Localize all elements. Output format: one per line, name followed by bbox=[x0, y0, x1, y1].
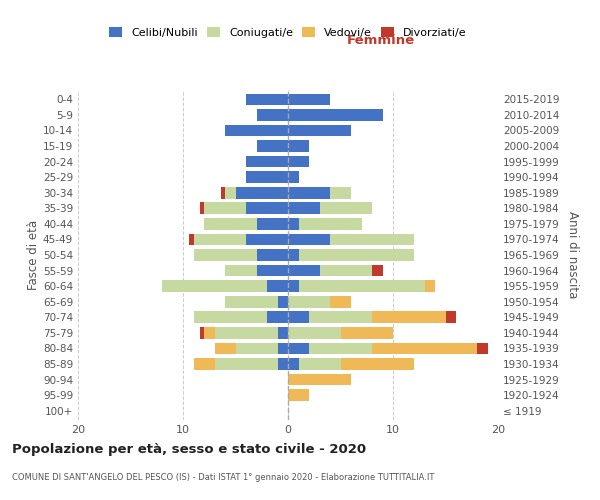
Bar bbox=[193, 249, 257, 261]
Bar bbox=[445, 312, 456, 323]
Bar bbox=[309, 342, 372, 354]
Y-axis label: Anni di nascita: Anni di nascita bbox=[566, 212, 579, 298]
Bar bbox=[341, 358, 414, 370]
Bar bbox=[193, 312, 267, 323]
Bar bbox=[193, 358, 215, 370]
Bar bbox=[425, 280, 435, 292]
Bar bbox=[288, 280, 299, 292]
Bar bbox=[309, 312, 372, 323]
Bar bbox=[330, 234, 414, 245]
Bar bbox=[235, 342, 277, 354]
Bar bbox=[288, 390, 309, 401]
Bar bbox=[267, 280, 288, 292]
Bar bbox=[288, 374, 351, 386]
Bar bbox=[299, 249, 414, 261]
Bar bbox=[299, 218, 361, 230]
Bar bbox=[204, 327, 215, 338]
Bar bbox=[288, 249, 299, 261]
Bar bbox=[288, 327, 341, 338]
Bar bbox=[288, 124, 351, 136]
Bar bbox=[288, 342, 309, 354]
Bar bbox=[288, 140, 309, 152]
Bar bbox=[288, 358, 299, 370]
Legend: Celibi/Nubili, Coniugati/e, Vedovi/e, Divorziati/e: Celibi/Nubili, Coniugati/e, Vedovi/e, Di… bbox=[105, 23, 471, 42]
Bar bbox=[225, 124, 288, 136]
Bar bbox=[288, 156, 309, 168]
Bar bbox=[341, 327, 393, 338]
Bar bbox=[477, 342, 487, 354]
Bar bbox=[215, 358, 277, 370]
Bar bbox=[204, 202, 246, 214]
Bar bbox=[299, 358, 341, 370]
Bar bbox=[200, 202, 204, 214]
Bar bbox=[277, 296, 288, 308]
Bar bbox=[162, 280, 267, 292]
Bar bbox=[288, 296, 330, 308]
Bar bbox=[246, 172, 288, 183]
Bar bbox=[267, 312, 288, 323]
Bar bbox=[288, 218, 299, 230]
Bar bbox=[225, 264, 257, 276]
Bar bbox=[257, 218, 288, 230]
Bar bbox=[288, 312, 309, 323]
Bar bbox=[215, 342, 235, 354]
Bar bbox=[200, 327, 204, 338]
Bar bbox=[288, 234, 330, 245]
Bar bbox=[277, 342, 288, 354]
Bar bbox=[193, 234, 246, 245]
Bar bbox=[320, 264, 372, 276]
Bar bbox=[277, 358, 288, 370]
Bar bbox=[288, 94, 330, 105]
Bar bbox=[277, 327, 288, 338]
Bar bbox=[288, 202, 320, 214]
Bar bbox=[257, 109, 288, 120]
Bar bbox=[221, 187, 225, 198]
Bar bbox=[246, 156, 288, 168]
Bar bbox=[330, 296, 351, 308]
Bar bbox=[320, 202, 372, 214]
Bar bbox=[190, 234, 193, 245]
Bar bbox=[257, 249, 288, 261]
Text: Popolazione per età, sesso e stato civile - 2020: Popolazione per età, sesso e stato civil… bbox=[12, 442, 366, 456]
Bar bbox=[257, 264, 288, 276]
Bar bbox=[288, 264, 320, 276]
Bar bbox=[225, 187, 235, 198]
Bar bbox=[330, 187, 351, 198]
Y-axis label: Fasce di età: Fasce di età bbox=[27, 220, 40, 290]
Bar bbox=[372, 312, 445, 323]
Text: Femmine: Femmine bbox=[346, 34, 415, 47]
Text: COMUNE DI SANT'ANGELO DEL PESCO (IS) - Dati ISTAT 1° gennaio 2020 - Elaborazione: COMUNE DI SANT'ANGELO DEL PESCO (IS) - D… bbox=[12, 472, 434, 482]
Bar bbox=[204, 218, 257, 230]
Bar bbox=[299, 280, 425, 292]
Bar bbox=[225, 296, 277, 308]
Bar bbox=[215, 327, 277, 338]
Bar bbox=[257, 140, 288, 152]
Bar bbox=[288, 109, 383, 120]
Bar bbox=[288, 172, 299, 183]
Bar bbox=[372, 264, 383, 276]
Bar bbox=[246, 234, 288, 245]
Bar bbox=[246, 202, 288, 214]
Bar bbox=[235, 187, 288, 198]
Bar bbox=[246, 94, 288, 105]
Bar bbox=[288, 187, 330, 198]
Bar bbox=[372, 342, 477, 354]
